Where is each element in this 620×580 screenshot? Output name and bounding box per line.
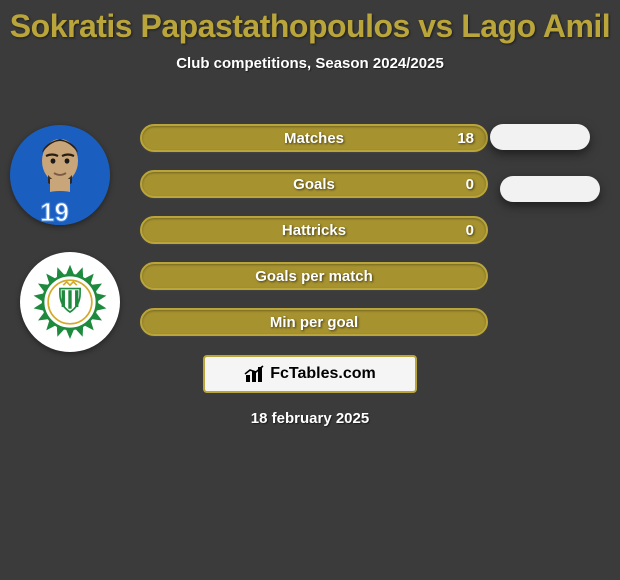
shadow-pill xyxy=(490,124,590,150)
chart-icon xyxy=(244,364,266,384)
stat-row-hattricks: Hattricks 0 xyxy=(140,216,488,244)
stat-label: Goals xyxy=(293,176,335,193)
page-title: Sokratis Papastathopoulos vs Lago Amil xyxy=(0,0,620,45)
stat-value: 18 xyxy=(457,130,474,147)
player-portrait-svg: 19 19 xyxy=(10,125,110,225)
stats-container: Matches 18 Goals 0 Hattricks 0 Goals per… xyxy=(140,124,488,354)
branding-text: FcTables.com xyxy=(270,365,376,383)
stat-label: Goals per match xyxy=(255,268,373,285)
club-logo xyxy=(20,252,120,352)
stat-label: Hattricks xyxy=(282,222,346,239)
branding-box: FcTables.com xyxy=(203,355,417,393)
shadow-pill xyxy=(500,176,600,202)
stat-row-goals-per-match: Goals per match xyxy=(140,262,488,290)
stat-value: 0 xyxy=(466,222,474,239)
stat-row-min-per-goal: Min per goal xyxy=(140,308,488,336)
stat-label: Matches xyxy=(284,130,344,147)
date-label: 18 february 2025 xyxy=(0,410,620,427)
svg-text:19: 19 xyxy=(40,197,69,225)
stat-value: 0 xyxy=(466,176,474,193)
subtitle: Club competitions, Season 2024/2025 xyxy=(0,55,620,72)
player-photo: 19 19 xyxy=(10,125,110,225)
club-crest-svg xyxy=(28,260,112,344)
stat-label: Min per goal xyxy=(270,314,358,331)
stat-row-matches: Matches 18 xyxy=(140,124,488,152)
stat-row-goals: Goals 0 xyxy=(140,170,488,198)
